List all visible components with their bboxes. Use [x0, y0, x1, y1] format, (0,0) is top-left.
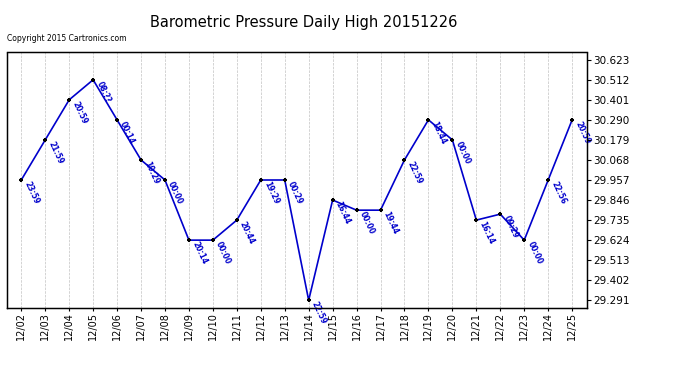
Text: Copyright 2015 Cartronics.com: Copyright 2015 Cartronics.com — [7, 34, 126, 43]
Point — [566, 117, 578, 123]
Text: 16:14: 16:14 — [477, 220, 496, 246]
Point — [471, 217, 482, 223]
Point — [542, 177, 553, 183]
Text: 20:44: 20:44 — [238, 220, 257, 246]
Point — [63, 97, 75, 103]
Point — [159, 177, 170, 183]
Text: 10:29: 10:29 — [142, 160, 161, 186]
Point — [303, 297, 314, 303]
Text: 00:00: 00:00 — [453, 140, 472, 166]
Text: 00:00: 00:00 — [358, 210, 376, 236]
Text: 00:14: 00:14 — [118, 120, 137, 146]
Text: Pressure  (Inches/Hg): Pressure (Inches/Hg) — [417, 30, 535, 40]
Text: Barometric Pressure Daily High 20151226: Barometric Pressure Daily High 20151226 — [150, 15, 457, 30]
Point — [88, 77, 99, 83]
Point — [184, 237, 195, 243]
Text: 16:44: 16:44 — [334, 200, 352, 226]
Point — [375, 207, 386, 213]
Point — [399, 157, 410, 163]
Text: 19:29: 19:29 — [262, 180, 280, 206]
Point — [40, 137, 51, 143]
Point — [351, 207, 362, 213]
Point — [112, 117, 123, 123]
Text: 22:59: 22:59 — [406, 160, 424, 186]
Text: 08:??: 08:?? — [95, 80, 112, 104]
Point — [135, 157, 146, 163]
Text: 00:00: 00:00 — [166, 180, 184, 206]
Text: 20:59: 20:59 — [70, 100, 89, 125]
Point — [447, 137, 458, 143]
Point — [255, 177, 266, 183]
Text: 20:14: 20:14 — [190, 240, 208, 266]
Point — [423, 117, 434, 123]
Point — [231, 217, 242, 223]
Text: 19:44: 19:44 — [382, 210, 400, 236]
Text: 00:00: 00:00 — [214, 240, 233, 266]
Text: 23:59: 23:59 — [23, 180, 41, 206]
Point — [519, 237, 530, 243]
Point — [208, 237, 219, 243]
Text: 21:59: 21:59 — [46, 140, 65, 165]
Text: 18:44: 18:44 — [430, 120, 448, 146]
Text: 22:56: 22:56 — [549, 180, 568, 206]
Text: 00:00: 00:00 — [525, 240, 544, 266]
Point — [279, 177, 290, 183]
Text: 00:29: 00:29 — [286, 180, 304, 206]
Text: 20:59: 20:59 — [573, 120, 591, 146]
Text: 22:59: 22:59 — [310, 300, 328, 326]
Point — [16, 177, 27, 183]
Point — [495, 211, 506, 217]
Point — [327, 197, 338, 203]
Text: 09:29: 09:29 — [502, 214, 520, 240]
